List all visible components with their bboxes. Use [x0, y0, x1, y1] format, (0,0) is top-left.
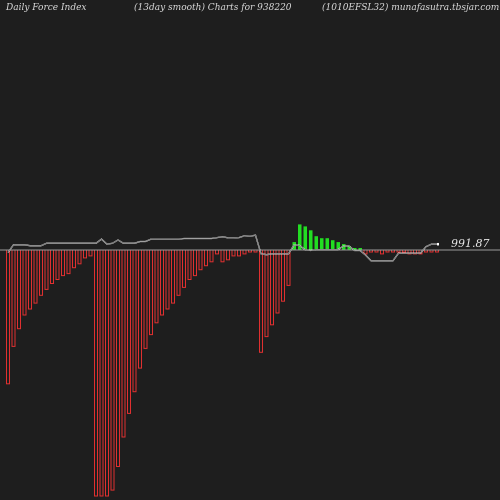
histogram-bar — [138, 249, 142, 369]
histogram-bar — [83, 249, 87, 259]
histogram-bar — [182, 249, 186, 288]
histogram-bar — [204, 249, 208, 267]
chart-title-middle: (13day smooth) Charts for 938220 — [134, 3, 292, 13]
histogram-bar — [154, 249, 159, 324]
histogram-bar — [33, 249, 38, 304]
histogram-bar — [336, 242, 340, 250]
histogram-bar — [6, 249, 10, 385]
histogram-bar — [353, 248, 357, 250]
histogram-bar — [286, 249, 291, 286]
histogram-bar — [121, 249, 126, 438]
histogram-bar — [72, 249, 76, 269]
price-line-inner — [7, 234, 437, 262]
histogram-bar — [11, 249, 16, 347]
histogram-bar — [110, 249, 115, 491]
last-value-label: 991.87 — [451, 237, 490, 250]
histogram-bar — [380, 249, 384, 255]
histogram-bar — [331, 240, 335, 250]
histogram-bar — [358, 248, 362, 250]
histogram-bars — [6, 224, 439, 497]
histogram-bar — [116, 249, 120, 467]
histogram-bar — [292, 242, 296, 250]
histogram-bar — [320, 238, 324, 250]
histogram-bar — [298, 224, 302, 250]
histogram-bar — [160, 249, 164, 316]
histogram-bar — [22, 249, 27, 316]
histogram-bar — [44, 249, 49, 290]
histogram-bar — [237, 249, 241, 257]
histogram-bar — [220, 249, 225, 263]
histogram-bar — [171, 249, 175, 304]
chart-title-right: (1010EFSL32) munafasutra.tbsjar.com — [322, 3, 500, 13]
histogram-bar — [187, 249, 192, 280]
histogram-bar — [143, 249, 148, 349]
histogram-bar — [226, 249, 230, 261]
histogram-bar — [275, 249, 280, 314]
histogram-bar — [209, 249, 214, 263]
histogram-bar — [28, 249, 32, 310]
histogram-bar — [39, 249, 43, 296]
histogram-bar — [303, 226, 307, 250]
histogram-bar — [176, 249, 181, 296]
histogram-bar — [198, 249, 203, 271]
histogram-bar — [88, 249, 93, 257]
chart-title-left: Daily Force Index — [6, 3, 87, 13]
histogram-bar — [94, 249, 98, 497]
histogram-bar — [281, 249, 285, 302]
histogram-bar — [149, 249, 153, 336]
histogram-bar — [264, 249, 269, 338]
histogram-bar — [270, 249, 274, 326]
histogram-bar — [17, 249, 21, 330]
histogram-bar — [105, 249, 109, 497]
histogram-bar — [231, 249, 236, 257]
histogram-bar — [77, 249, 82, 265]
histogram-bar — [259, 249, 263, 353]
histogram-bar — [342, 244, 346, 250]
histogram-bar — [61, 249, 65, 277]
histogram-bar — [347, 246, 351, 250]
histogram-bar — [99, 249, 104, 497]
histogram-bar — [55, 249, 60, 280]
histogram-bar — [309, 230, 313, 250]
histogram-bar — [165, 249, 170, 310]
histogram-bar — [215, 249, 219, 255]
histogram-bar — [314, 236, 318, 250]
histogram-bar — [132, 249, 137, 393]
histogram-bar — [193, 249, 197, 277]
histogram-bar — [325, 238, 329, 250]
histogram-bar — [66, 249, 71, 275]
histogram-bar — [50, 249, 54, 284]
histogram-bar — [127, 249, 131, 414]
histogram-bar — [242, 249, 247, 255]
